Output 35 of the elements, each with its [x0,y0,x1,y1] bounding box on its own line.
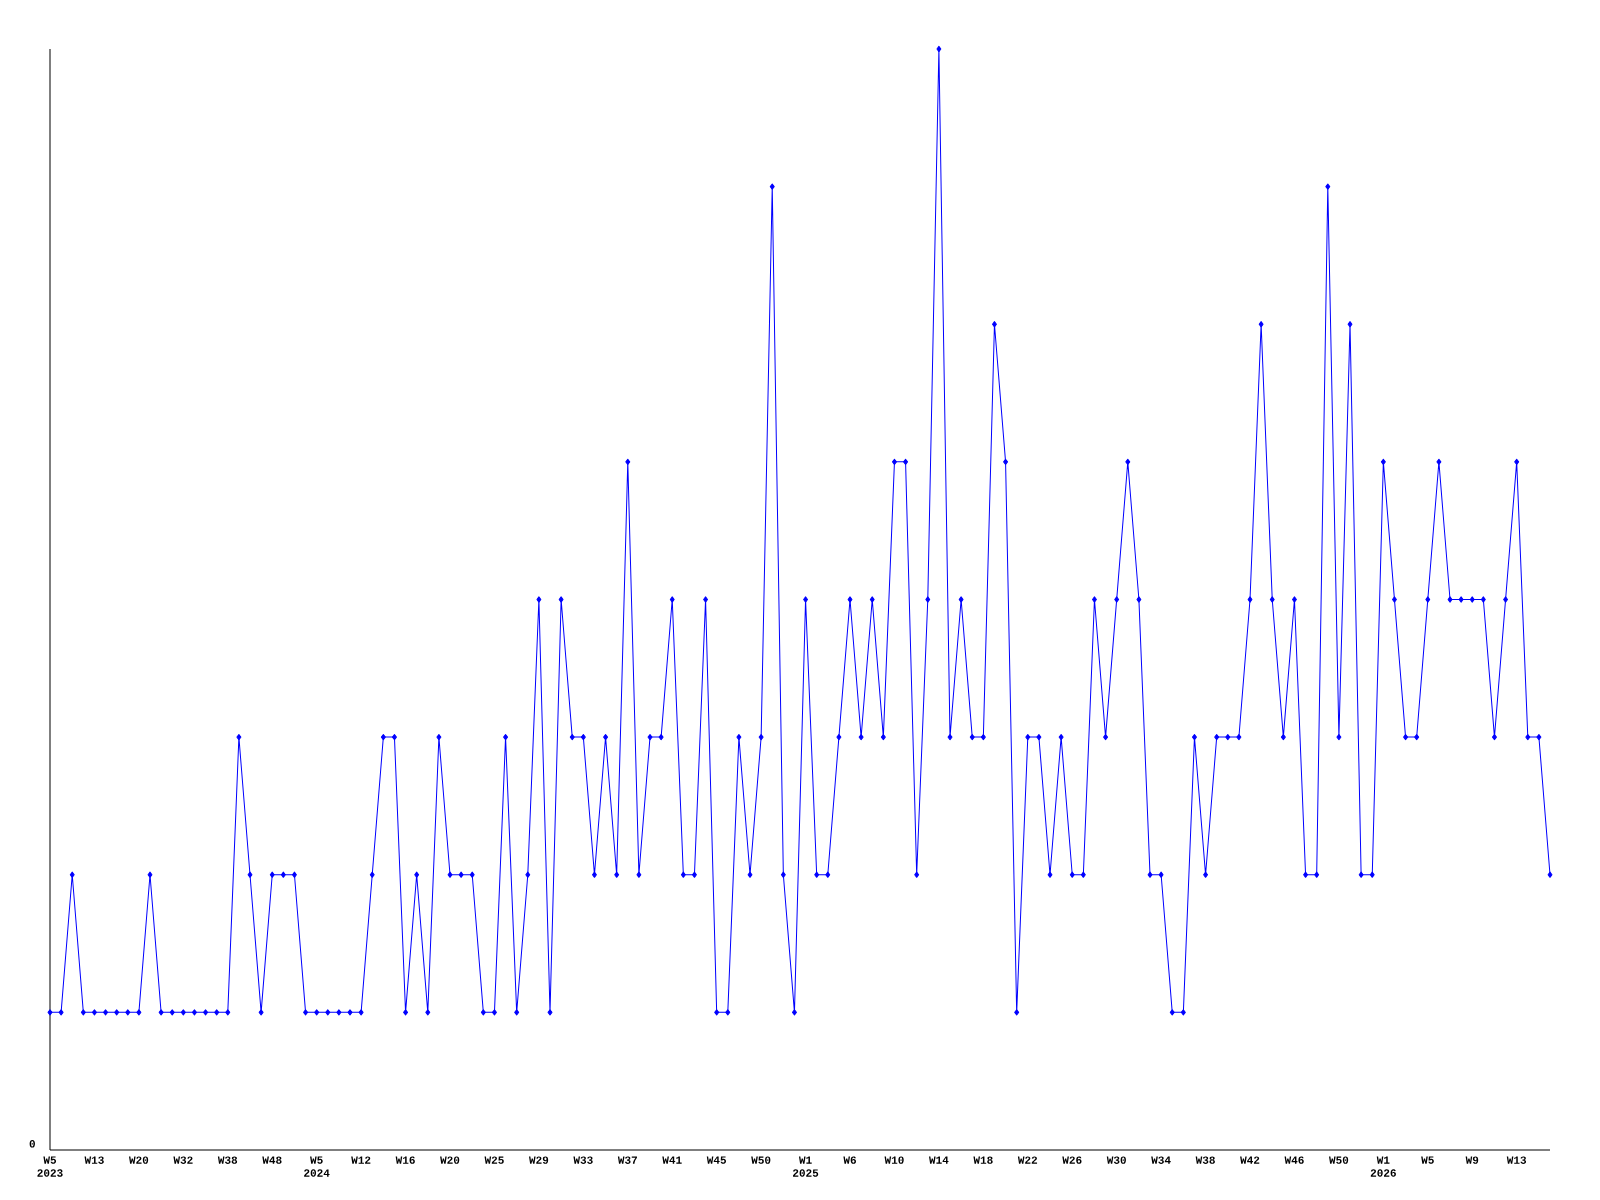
x-tick-label: W50 [751,1156,771,1164]
x-tick-label: W6 [843,1156,856,1164]
x-tick-label: W45 [706,1156,726,1164]
x-tick-label: W38 [1195,1156,1215,1164]
x-tick-label: W50 [1329,1156,1349,1164]
x-tick-label: W41 [662,1156,682,1164]
x-tick-label: W1 2025 [793,1156,819,1177]
x-tick-label: W42 [1240,1156,1260,1164]
x-tick-label: W48 [262,1156,282,1164]
text: 0 [29,1140,35,1148]
x-tick-label: W38 [217,1156,238,1164]
x-tick-label: W5 2024 [304,1156,330,1177]
x-tick-label: W5 2023 [37,1156,63,1177]
x-tick-label: W20 [128,1156,149,1164]
x-tick-label: W14 [929,1156,949,1164]
x-tick-label: W26 [1062,1156,1082,1164]
x-tick-label: W33 [573,1156,593,1164]
x-tick-label: W9 [1465,1156,1479,1164]
x-tick-label: W12 [351,1156,371,1164]
x-tick-label: W1 2026 [1370,1156,1396,1177]
x-tick-label: W30 [1106,1156,1126,1164]
x-tick-label: W37 [617,1156,637,1164]
x-tick-label: W18 [973,1156,993,1164]
x-tick-label: W32 [173,1156,193,1164]
x-tick-label: W10 [884,1156,904,1164]
x-tick-label: W46 [1284,1156,1304,1164]
x-tick-label: W25 [484,1156,504,1164]
x-tick-label: W5 [1421,1156,1434,1164]
x-tick-label: W22 [1017,1156,1038,1164]
x-tick-label: W13 [84,1156,104,1164]
x-tick-label: W20 [440,1156,460,1164]
x-tick-label: W29 [528,1156,549,1164]
x-tick-label: W16 [395,1156,415,1164]
x-tick-label: W34 [1151,1156,1171,1164]
x-tick-label: W13 [1506,1156,1527,1164]
